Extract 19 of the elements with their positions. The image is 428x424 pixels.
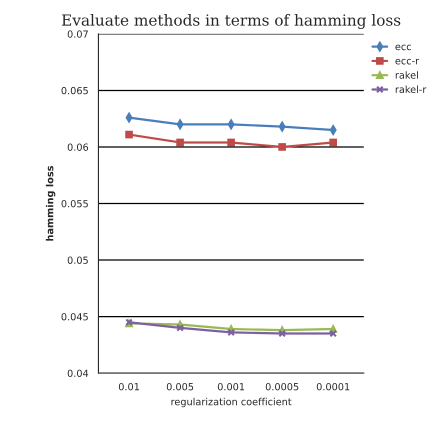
legend-label: ecc-r [395,58,420,64]
y-tick-label: 0.06 [68,143,88,151]
x-tick-label: 0.0001 [316,383,350,390]
legend-label: rakel [396,71,418,79]
chart-title: Evaluate methods in terms of hamming loss [62,14,400,29]
y-tick-label: 0.05 [68,256,88,264]
y-axis-title: hamming loss [46,166,56,241]
x-tick-label: 0.01 [118,383,139,390]
legend-label: ecc [395,44,411,50]
x-tick-label: 0.001 [218,383,244,390]
y-tick-label: 0.04 [68,370,88,377]
y-tick-label: 0.065 [62,86,88,94]
legend-label: rakel-r [396,85,426,94]
x-tick-label: 0.005 [166,383,194,390]
x-tick-label: 0.0005 [266,383,298,390]
y-tick-label: 0.07 [68,30,88,38]
x-axis-title: regularization coefficient [171,398,292,408]
y-tick-label: 0.055 [62,200,88,208]
y-tick-label: 0.045 [62,313,88,320]
